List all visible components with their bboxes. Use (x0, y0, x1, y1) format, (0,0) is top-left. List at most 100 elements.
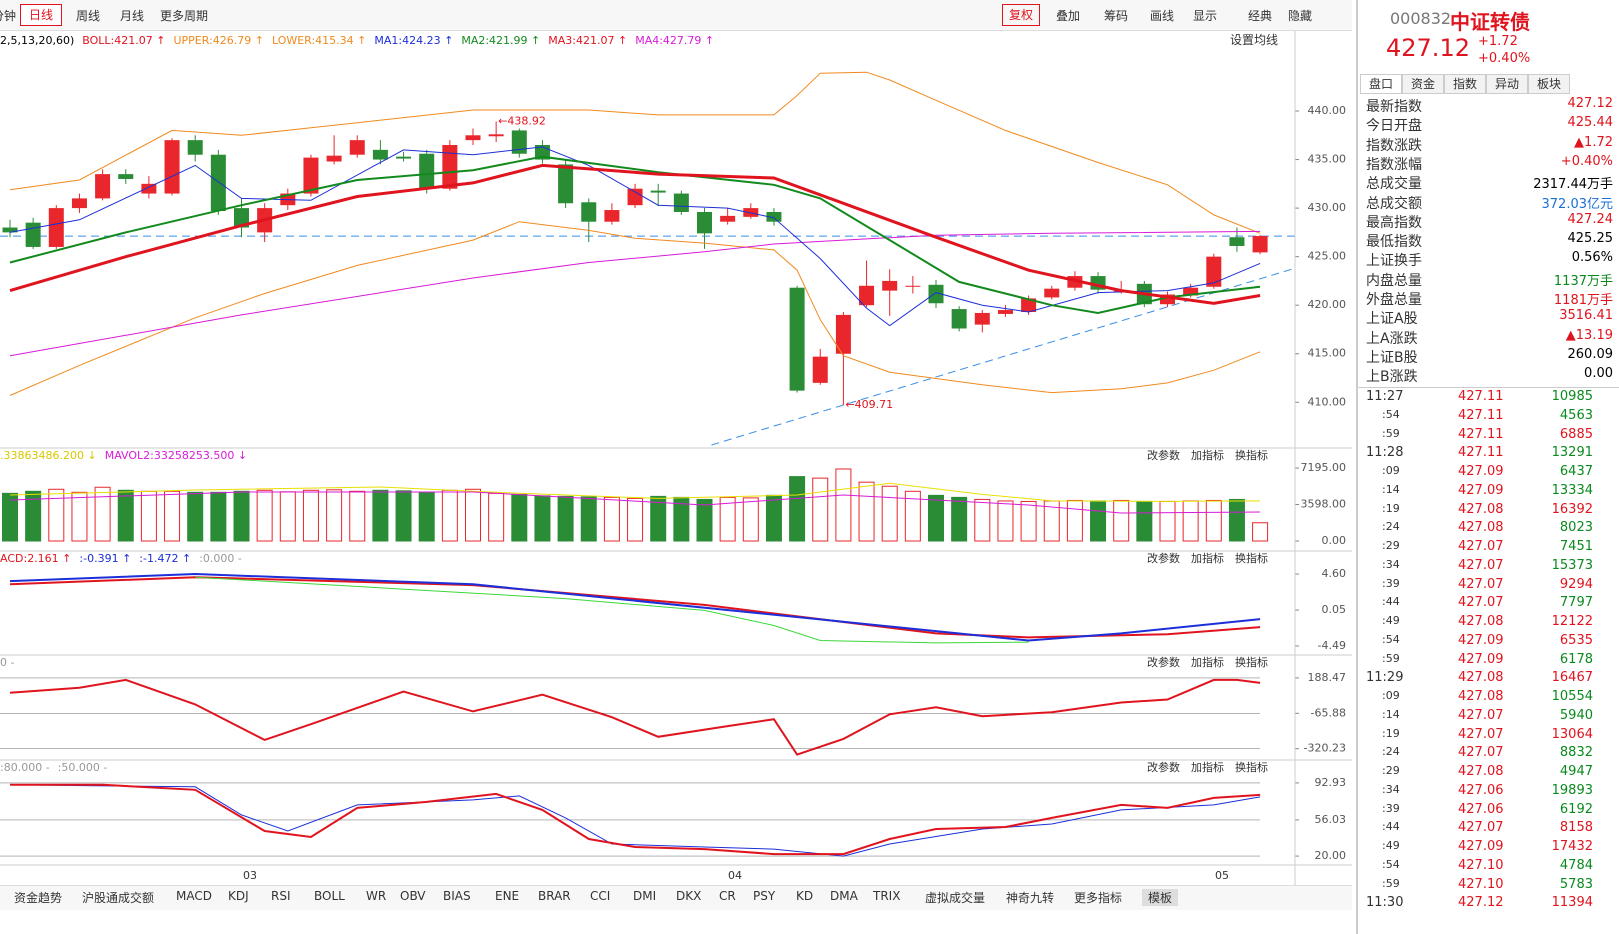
legend-text: LOWER:415.34 ↑ (272, 34, 366, 47)
trade-volume: 8832 (1559, 745, 1593, 761)
candle-body (1183, 287, 1199, 296)
trade-time: :59 (1382, 876, 1400, 890)
indicator-tab[interactable]: WR (366, 889, 387, 903)
candle-body (720, 215, 736, 222)
indicator-tab[interactable]: 更多指标 (1074, 891, 1123, 905)
indicator-tab[interactable]: BRAR (538, 889, 571, 903)
y-tick-label: 415.00 (1308, 347, 1347, 360)
indicator-tab[interactable]: TRIX (873, 889, 901, 903)
indicator-tab[interactable]: MACD (176, 889, 212, 903)
candle-body (1044, 288, 1060, 298)
panel-button[interactable]: 改参数 (1147, 760, 1180, 774)
indicator-tab[interactable]: DMA (830, 889, 858, 903)
indicator-tab[interactable]: 神奇九转 (1006, 891, 1055, 905)
candle-body (465, 135, 481, 141)
indicator-tab[interactable]: 沪股通成交额 (82, 891, 155, 905)
y-tick-label: 0.00 (1322, 534, 1347, 547)
indicator-line (195, 576, 1029, 644)
indicator-tab[interactable]: KDJ (228, 889, 249, 903)
candle-body (511, 130, 527, 154)
indicator-tab[interactable]: 模板 (1142, 889, 1179, 906)
period-tab[interactable]: 月线 (120, 9, 145, 23)
volume-bar (326, 489, 343, 542)
tool-button[interactable]: 经典 (1248, 9, 1273, 23)
period-tab[interactable]: 更多周期 (160, 9, 209, 23)
panel-button[interactable]: 换指标 (1235, 655, 1268, 669)
period-tab[interactable]: 分钟 (0, 9, 17, 23)
tool-button[interactable]: 隐藏 (1288, 9, 1313, 23)
quote-label: 总成交额 (1366, 195, 1422, 212)
indicator-tab[interactable]: 虚拟成交量 (925, 891, 986, 905)
indicator-tab[interactable]: RSI (271, 889, 291, 903)
indicator-tab[interactable]: BIAS (443, 889, 471, 903)
indicator-tab[interactable]: OBV (400, 889, 426, 903)
y-tick-label: 56.03 (1315, 813, 1347, 826)
period-tab[interactable]: 日线 (20, 4, 63, 26)
panel-button[interactable]: 改参数 (1147, 448, 1180, 462)
panel-button[interactable]: 换指标 (1235, 760, 1268, 774)
panel-button[interactable]: 加指标 (1191, 760, 1224, 774)
tool-button[interactable]: 复权 (1002, 4, 1041, 26)
candle-body (419, 153, 435, 189)
trade-time: :19 (1382, 726, 1400, 740)
indicator-tab[interactable]: KD (796, 889, 814, 903)
info-tab[interactable]: 板块 (1528, 74, 1570, 94)
info-tab[interactable]: 资金 (1402, 74, 1444, 94)
tool-button[interactable]: 显示 (1193, 9, 1218, 23)
tool-button[interactable]: 叠加 (1056, 9, 1081, 23)
candle-body (673, 193, 689, 212)
candle-body (210, 154, 226, 212)
indicator-tab[interactable]: CCI (590, 889, 611, 903)
indicator-line (9, 678, 1261, 756)
info-tab[interactable]: 盘口 (1360, 74, 1402, 94)
panel-button[interactable]: 换指标 (1235, 448, 1268, 462)
price: 427.12 (1386, 34, 1470, 62)
trade-volume: 4784 (1559, 857, 1593, 873)
volume-average (9, 482, 1261, 502)
indicator-tab[interactable]: ENE (495, 889, 520, 903)
indicator-tab[interactable]: DKX (676, 889, 702, 903)
quote-label: 外盘总量 (1366, 292, 1422, 308)
volume-bar (742, 497, 759, 542)
panel-button[interactable]: 加指标 (1191, 448, 1224, 462)
period-tab[interactable]: 周线 (76, 9, 101, 23)
indicator-tab[interactable]: PSY (753, 889, 776, 903)
candle-body (48, 208, 64, 247)
trade-price: 427.08 (1458, 614, 1504, 629)
candle-body (835, 314, 851, 354)
change: +1.72 (1478, 34, 1518, 49)
panel-button[interactable]: 改参数 (1147, 655, 1180, 669)
candle-body (118, 174, 134, 179)
panel-button[interactable]: 改参数 (1147, 551, 1180, 565)
info-tab[interactable]: 指数 (1444, 74, 1486, 94)
trade-price: 427.07 (1458, 557, 1504, 573)
indicator-tab[interactable]: BOLL (314, 889, 345, 903)
candle-body (951, 309, 967, 329)
indicator-tab[interactable]: 资金趋势 (14, 891, 63, 905)
tool-button[interactable]: 筹码 (1104, 9, 1129, 23)
volume-bar (418, 491, 435, 542)
volume-bar (187, 491, 204, 542)
quote-label: 内盘总量 (1366, 272, 1422, 289)
candle-body (95, 174, 111, 199)
indicator-tab[interactable]: DMI (633, 889, 657, 903)
trade-price: 427.07 (1458, 576, 1504, 592)
indicator-tab[interactable]: CR (719, 889, 736, 903)
info-tab[interactable]: 异动 (1486, 74, 1528, 94)
trade-price: 427.08 (1458, 520, 1504, 536)
panel-button[interactable]: 加指标 (1191, 655, 1224, 669)
trade-price: 427.08 (1458, 689, 1504, 704)
settings-button[interactable]: 设置均线 (1230, 33, 1279, 47)
volume-bar (650, 495, 667, 542)
panel-button[interactable]: 加指标 (1191, 551, 1224, 565)
volume-bar (835, 468, 852, 542)
quote-label: 总成交量 (1366, 176, 1422, 193)
quote-value: ▲1.72 (1574, 134, 1613, 150)
trade-time: :49 (1382, 839, 1400, 852)
trade-price: 427.10 (1458, 857, 1504, 873)
panel-button[interactable]: 换指标 (1235, 551, 1268, 565)
tool-button[interactable]: 画线 (1150, 9, 1175, 23)
candle-body (928, 284, 944, 304)
legend-text: MA3:421.07 ↑ (548, 34, 627, 47)
